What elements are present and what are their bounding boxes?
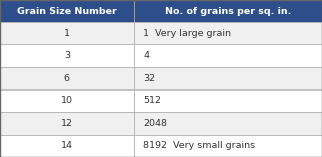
- Text: 14: 14: [61, 141, 73, 150]
- Bar: [134, 22, 322, 44]
- Text: No. of grains per sq. in.: No. of grains per sq. in.: [165, 6, 291, 16]
- Bar: [0, 112, 134, 135]
- Text: 3: 3: [64, 51, 70, 60]
- Bar: [0, 44, 134, 67]
- Bar: [134, 89, 322, 112]
- Text: 1: 1: [64, 29, 70, 38]
- Bar: [0, 89, 134, 112]
- Text: 4: 4: [143, 51, 149, 60]
- Bar: [134, 44, 322, 67]
- Bar: [134, 67, 322, 89]
- Text: 1  Very large grain: 1 Very large grain: [143, 29, 231, 38]
- Text: 10: 10: [61, 96, 73, 105]
- Bar: [0, 135, 134, 157]
- Text: 512: 512: [143, 96, 161, 105]
- Bar: [0, 22, 134, 44]
- Bar: [0, 67, 134, 89]
- Text: 6: 6: [64, 74, 70, 83]
- Text: 2048: 2048: [143, 119, 167, 128]
- Text: 12: 12: [61, 119, 73, 128]
- Bar: [134, 112, 322, 135]
- Text: 32: 32: [143, 74, 156, 83]
- Text: 8192  Very small grains: 8192 Very small grains: [143, 141, 255, 150]
- Bar: [134, 0, 322, 22]
- Text: Grain Size Number: Grain Size Number: [17, 6, 117, 16]
- Bar: [0, 0, 134, 22]
- Bar: [134, 135, 322, 157]
